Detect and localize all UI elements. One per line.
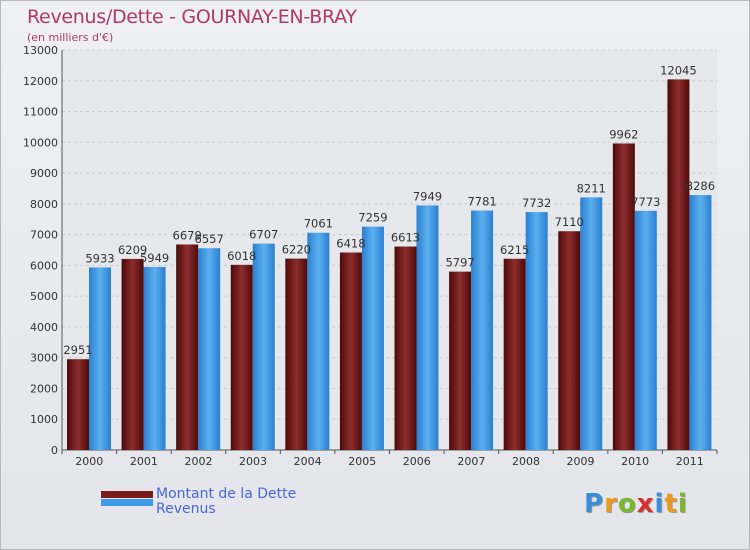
data-label-revenus-2009: 8211	[577, 181, 606, 195]
y-tick-label: 8000	[30, 198, 58, 211]
y-tick-label: 3000	[30, 352, 58, 365]
y-tick-label: 0	[51, 444, 58, 457]
bar-dette-2000	[67, 359, 89, 450]
x-tick-label: 2002	[184, 455, 212, 468]
bar-dette-2009	[558, 231, 581, 450]
y-tick-label: 13000	[23, 44, 58, 57]
bar-revenus-2007	[471, 210, 494, 450]
data-label-revenus-2010: 7773	[631, 195, 660, 209]
y-tick-label: 5000	[30, 290, 58, 303]
legend-label-dette: Montant de la Dette	[156, 486, 297, 502]
bar-dette-2006	[394, 246, 417, 450]
logo-letter: i	[677, 489, 688, 519]
data-label-revenus-2011: 8286	[686, 179, 715, 193]
x-tick-label: 2008	[512, 455, 540, 468]
legend-swatch-revenus	[101, 499, 153, 506]
data-label-dette-2009: 7110	[555, 215, 584, 229]
data-label-dette-2005: 6418	[336, 237, 365, 251]
bar-revenus-2004	[307, 232, 330, 450]
y-tick-label: 7000	[30, 229, 58, 242]
bar-dette-2005	[339, 252, 362, 450]
x-tick-label: 2009	[567, 455, 595, 468]
bar-revenus-2008	[525, 212, 548, 450]
logo-letter: o	[617, 489, 637, 519]
bar-dette-2001	[121, 258, 144, 450]
data-label-revenus-2005: 7259	[358, 211, 387, 225]
data-label-revenus-2004: 7061	[304, 217, 333, 231]
proxiti-logo: Proxiti	[584, 489, 688, 519]
data-label-revenus-2002: 6557	[195, 232, 224, 246]
chart-title: Revenus/Dette - GOURNAY-EN-BRAY	[27, 6, 357, 28]
plot-area	[62, 50, 717, 450]
data-label-dette-2007: 5797	[445, 256, 474, 270]
data-label-revenus-2001: 5949	[140, 251, 169, 265]
logo-letter: r	[604, 489, 618, 519]
bar-dette-2004	[285, 258, 308, 450]
data-label-dette-2011: 12045	[660, 63, 697, 77]
bar-dette-2008	[503, 258, 526, 450]
data-label-dette-2001: 6209	[118, 243, 147, 257]
data-label-dette-2000: 2951	[63, 343, 92, 357]
chart-subtitle: (en milliers d'€)	[27, 31, 114, 44]
bar-dette-2003	[230, 264, 253, 450]
bar-dette-2011	[667, 79, 690, 450]
data-label-dette-2010: 9962	[609, 127, 638, 141]
logo-letter: i	[654, 489, 665, 519]
bar-revenus-2010	[634, 210, 657, 450]
data-label-dette-2004: 6220	[282, 243, 311, 257]
bar-revenus-2011	[689, 195, 712, 450]
x-tick-label: 2006	[403, 455, 431, 468]
logo-letter: x	[636, 489, 655, 519]
data-label-revenus-2006: 7949	[413, 189, 442, 203]
y-tick-label: 4000	[30, 321, 58, 334]
x-tick-label: 2011	[676, 455, 704, 468]
x-tick-label: 2000	[75, 455, 103, 468]
x-tick-label: 2001	[130, 455, 158, 468]
data-label-dette-2002: 6679	[173, 228, 202, 242]
y-tick-label: 2000	[30, 382, 58, 395]
legend-swatch-dette	[101, 491, 153, 498]
y-tick-label: 12000	[23, 75, 58, 88]
logo-letter: t	[664, 489, 678, 519]
bar-revenus-2000	[89, 267, 111, 450]
y-tick-label: 1000	[30, 413, 58, 426]
x-tick-label: 2004	[294, 455, 322, 468]
x-tick-label: 2005	[348, 455, 376, 468]
y-tick-label: 6000	[30, 259, 58, 272]
bar-revenus-2003	[252, 243, 275, 450]
x-tick-label: 2010	[621, 455, 649, 468]
bar-revenus-2001	[143, 266, 166, 450]
bar-dette-2010	[612, 143, 635, 450]
x-tick-label: 2007	[457, 455, 485, 468]
y-tick-label: 9000	[30, 167, 58, 180]
y-tick-label: 11000	[23, 106, 58, 119]
bar-dette-2007	[449, 271, 472, 450]
data-label-dette-2003: 6018	[227, 249, 256, 263]
logo-letter: P	[584, 489, 605, 519]
bar-revenus-2002	[198, 248, 221, 450]
data-label-dette-2008: 6215	[500, 243, 529, 257]
data-label-revenus-2003: 6707	[249, 228, 278, 242]
data-label-revenus-2000: 5933	[85, 251, 114, 265]
data-label-revenus-2008: 7732	[522, 196, 551, 210]
x-tick-label: 2003	[239, 455, 267, 468]
legend-label-revenus: Revenus	[156, 501, 216, 517]
bar-revenus-2005	[361, 226, 384, 450]
data-label-dette-2006: 6613	[391, 231, 420, 245]
bar-dette-2002	[176, 244, 199, 450]
bar-revenus-2009	[580, 197, 603, 450]
y-tick-label: 10000	[23, 136, 58, 149]
bar-revenus-2006	[416, 205, 439, 450]
data-label-revenus-2007: 7781	[467, 195, 496, 209]
